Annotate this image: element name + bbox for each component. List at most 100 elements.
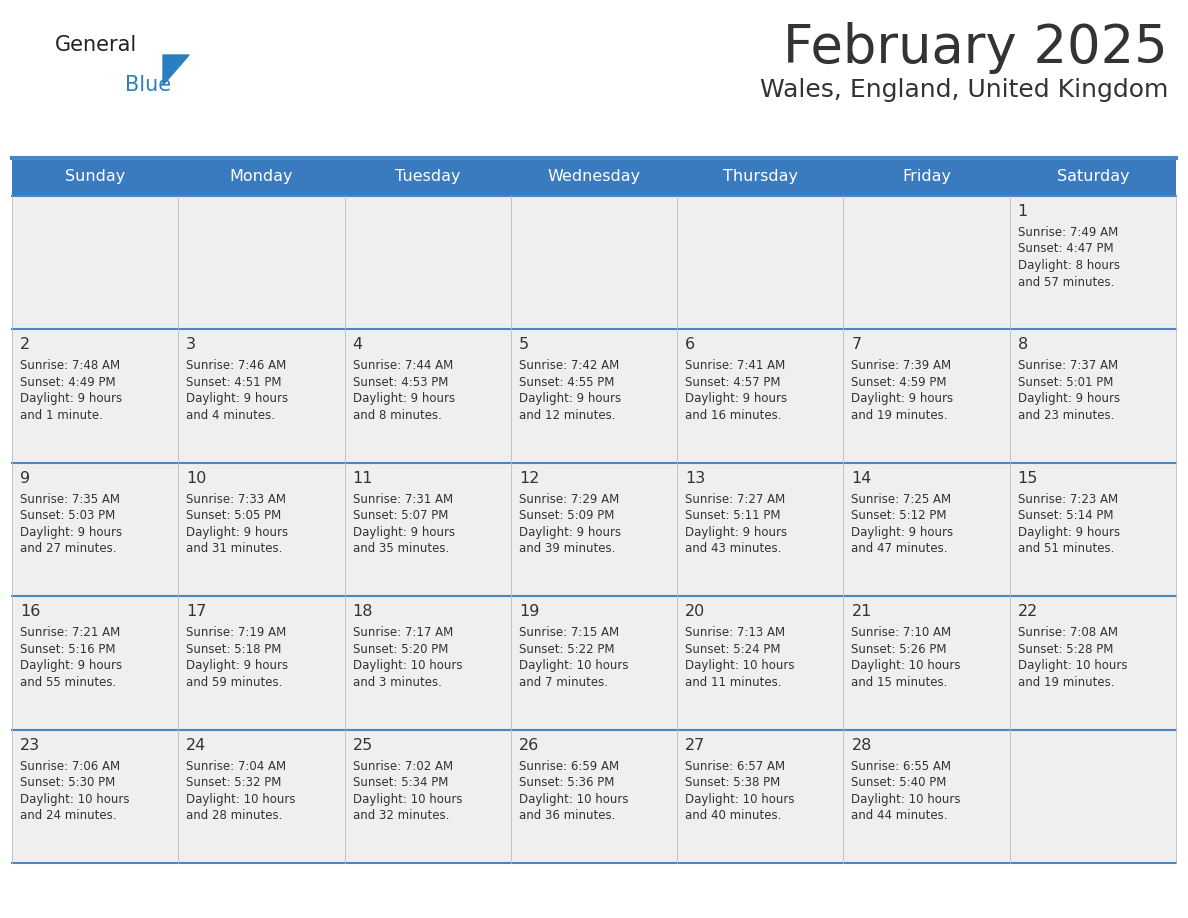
Text: Sunrise: 7:19 AM
Sunset: 5:18 PM
Daylight: 9 hours
and 59 minutes.: Sunrise: 7:19 AM Sunset: 5:18 PM Dayligh… <box>187 626 289 688</box>
Bar <box>677 330 843 463</box>
Text: Sunrise: 7:27 AM
Sunset: 5:11 PM
Daylight: 9 hours
and 43 minutes.: Sunrise: 7:27 AM Sunset: 5:11 PM Dayligh… <box>685 493 788 555</box>
Text: February 2025: February 2025 <box>783 22 1168 74</box>
Bar <box>12 730 178 863</box>
Text: Sunrise: 7:23 AM
Sunset: 5:14 PM
Daylight: 9 hours
and 51 minutes.: Sunrise: 7:23 AM Sunset: 5:14 PM Dayligh… <box>1018 493 1120 555</box>
Text: 10: 10 <box>187 471 207 486</box>
Text: 1: 1 <box>1018 204 1028 219</box>
Text: 11: 11 <box>353 471 373 486</box>
Text: 12: 12 <box>519 471 539 486</box>
Text: Sunrise: 7:15 AM
Sunset: 5:22 PM
Daylight: 10 hours
and 7 minutes.: Sunrise: 7:15 AM Sunset: 5:22 PM Dayligh… <box>519 626 628 688</box>
Text: Wednesday: Wednesday <box>548 170 640 185</box>
Bar <box>1010 330 1176 463</box>
Text: 9: 9 <box>20 471 30 486</box>
Bar <box>511 730 677 863</box>
Text: Sunrise: 7:04 AM
Sunset: 5:32 PM
Daylight: 10 hours
and 28 minutes.: Sunrise: 7:04 AM Sunset: 5:32 PM Dayligh… <box>187 759 296 823</box>
Text: Monday: Monday <box>229 170 293 185</box>
Bar <box>12 158 1176 196</box>
Text: Sunrise: 7:06 AM
Sunset: 5:30 PM
Daylight: 10 hours
and 24 minutes.: Sunrise: 7:06 AM Sunset: 5:30 PM Dayligh… <box>20 759 129 823</box>
Bar <box>511 463 677 596</box>
Text: 19: 19 <box>519 604 539 620</box>
Text: 8: 8 <box>1018 338 1028 353</box>
Text: 15: 15 <box>1018 471 1038 486</box>
Text: Sunrise: 7:35 AM
Sunset: 5:03 PM
Daylight: 9 hours
and 27 minutes.: Sunrise: 7:35 AM Sunset: 5:03 PM Dayligh… <box>20 493 122 555</box>
Bar <box>178 196 345 330</box>
Text: Sunrise: 7:44 AM
Sunset: 4:53 PM
Daylight: 9 hours
and 8 minutes.: Sunrise: 7:44 AM Sunset: 4:53 PM Dayligh… <box>353 360 455 422</box>
Bar <box>345 596 511 730</box>
Text: Sunday: Sunday <box>65 170 125 185</box>
Text: Sunrise: 7:17 AM
Sunset: 5:20 PM
Daylight: 10 hours
and 3 minutes.: Sunrise: 7:17 AM Sunset: 5:20 PM Dayligh… <box>353 626 462 688</box>
Text: 16: 16 <box>20 604 40 620</box>
Bar <box>1010 196 1176 330</box>
Bar <box>843 330 1010 463</box>
Text: General: General <box>55 35 138 55</box>
Text: 25: 25 <box>353 737 373 753</box>
Bar <box>345 463 511 596</box>
Text: Tuesday: Tuesday <box>394 170 461 185</box>
Text: Saturday: Saturday <box>1056 170 1129 185</box>
Text: 2: 2 <box>20 338 30 353</box>
Bar <box>178 596 345 730</box>
Text: Thursday: Thursday <box>722 170 798 185</box>
Text: Blue: Blue <box>125 75 171 95</box>
Text: Sunrise: 6:55 AM
Sunset: 5:40 PM
Daylight: 10 hours
and 44 minutes.: Sunrise: 6:55 AM Sunset: 5:40 PM Dayligh… <box>852 759 961 823</box>
Bar <box>178 463 345 596</box>
Text: Sunrise: 7:33 AM
Sunset: 5:05 PM
Daylight: 9 hours
and 31 minutes.: Sunrise: 7:33 AM Sunset: 5:05 PM Dayligh… <box>187 493 289 555</box>
Text: Friday: Friday <box>902 170 952 185</box>
Bar <box>345 330 511 463</box>
Bar <box>178 330 345 463</box>
Text: 20: 20 <box>685 604 706 620</box>
Bar <box>843 196 1010 330</box>
Text: Sunrise: 7:37 AM
Sunset: 5:01 PM
Daylight: 9 hours
and 23 minutes.: Sunrise: 7:37 AM Sunset: 5:01 PM Dayligh… <box>1018 360 1120 422</box>
Text: 7: 7 <box>852 338 861 353</box>
Text: 5: 5 <box>519 338 529 353</box>
Bar <box>677 730 843 863</box>
Text: Sunrise: 7:10 AM
Sunset: 5:26 PM
Daylight: 10 hours
and 15 minutes.: Sunrise: 7:10 AM Sunset: 5:26 PM Dayligh… <box>852 626 961 688</box>
Bar <box>12 196 178 330</box>
Text: 17: 17 <box>187 604 207 620</box>
Text: 22: 22 <box>1018 604 1038 620</box>
Text: 28: 28 <box>852 737 872 753</box>
Text: 23: 23 <box>20 737 40 753</box>
Text: Sunrise: 6:57 AM
Sunset: 5:38 PM
Daylight: 10 hours
and 40 minutes.: Sunrise: 6:57 AM Sunset: 5:38 PM Dayligh… <box>685 759 795 823</box>
Text: 6: 6 <box>685 338 695 353</box>
Bar <box>843 596 1010 730</box>
Bar <box>178 730 345 863</box>
Text: Sunrise: 7:29 AM
Sunset: 5:09 PM
Daylight: 9 hours
and 39 minutes.: Sunrise: 7:29 AM Sunset: 5:09 PM Dayligh… <box>519 493 621 555</box>
Text: 18: 18 <box>353 604 373 620</box>
Text: Wales, England, United Kingdom: Wales, England, United Kingdom <box>759 78 1168 102</box>
Text: Sunrise: 7:25 AM
Sunset: 5:12 PM
Daylight: 9 hours
and 47 minutes.: Sunrise: 7:25 AM Sunset: 5:12 PM Dayligh… <box>852 493 954 555</box>
Text: Sunrise: 7:31 AM
Sunset: 5:07 PM
Daylight: 9 hours
and 35 minutes.: Sunrise: 7:31 AM Sunset: 5:07 PM Dayligh… <box>353 493 455 555</box>
Bar <box>677 596 843 730</box>
Text: Sunrise: 7:46 AM
Sunset: 4:51 PM
Daylight: 9 hours
and 4 minutes.: Sunrise: 7:46 AM Sunset: 4:51 PM Dayligh… <box>187 360 289 422</box>
Text: Sunrise: 7:13 AM
Sunset: 5:24 PM
Daylight: 10 hours
and 11 minutes.: Sunrise: 7:13 AM Sunset: 5:24 PM Dayligh… <box>685 626 795 688</box>
Bar <box>511 330 677 463</box>
Bar <box>345 196 511 330</box>
Text: Sunrise: 7:08 AM
Sunset: 5:28 PM
Daylight: 10 hours
and 19 minutes.: Sunrise: 7:08 AM Sunset: 5:28 PM Dayligh… <box>1018 626 1127 688</box>
Text: 3: 3 <box>187 338 196 353</box>
Text: Sunrise: 7:21 AM
Sunset: 5:16 PM
Daylight: 9 hours
and 55 minutes.: Sunrise: 7:21 AM Sunset: 5:16 PM Dayligh… <box>20 626 122 688</box>
Bar <box>12 596 178 730</box>
Polygon shape <box>163 55 189 85</box>
Bar <box>843 730 1010 863</box>
Text: 26: 26 <box>519 737 539 753</box>
Bar <box>345 730 511 863</box>
Text: Sunrise: 6:59 AM
Sunset: 5:36 PM
Daylight: 10 hours
and 36 minutes.: Sunrise: 6:59 AM Sunset: 5:36 PM Dayligh… <box>519 759 628 823</box>
Text: 27: 27 <box>685 737 706 753</box>
Bar <box>1010 596 1176 730</box>
Text: Sunrise: 7:49 AM
Sunset: 4:47 PM
Daylight: 8 hours
and 57 minutes.: Sunrise: 7:49 AM Sunset: 4:47 PM Dayligh… <box>1018 226 1120 288</box>
Text: Sunrise: 7:48 AM
Sunset: 4:49 PM
Daylight: 9 hours
and 1 minute.: Sunrise: 7:48 AM Sunset: 4:49 PM Dayligh… <box>20 360 122 422</box>
Text: 13: 13 <box>685 471 706 486</box>
Text: 14: 14 <box>852 471 872 486</box>
Bar <box>677 196 843 330</box>
Text: Sunrise: 7:39 AM
Sunset: 4:59 PM
Daylight: 9 hours
and 19 minutes.: Sunrise: 7:39 AM Sunset: 4:59 PM Dayligh… <box>852 360 954 422</box>
Bar <box>1010 730 1176 863</box>
Text: Sunrise: 7:42 AM
Sunset: 4:55 PM
Daylight: 9 hours
and 12 minutes.: Sunrise: 7:42 AM Sunset: 4:55 PM Dayligh… <box>519 360 621 422</box>
Text: Sunrise: 7:02 AM
Sunset: 5:34 PM
Daylight: 10 hours
and 32 minutes.: Sunrise: 7:02 AM Sunset: 5:34 PM Dayligh… <box>353 759 462 823</box>
Bar <box>843 463 1010 596</box>
Text: 24: 24 <box>187 737 207 753</box>
Text: Sunrise: 7:41 AM
Sunset: 4:57 PM
Daylight: 9 hours
and 16 minutes.: Sunrise: 7:41 AM Sunset: 4:57 PM Dayligh… <box>685 360 788 422</box>
Bar <box>511 596 677 730</box>
Text: 4: 4 <box>353 338 362 353</box>
Bar <box>677 463 843 596</box>
Bar <box>12 463 178 596</box>
